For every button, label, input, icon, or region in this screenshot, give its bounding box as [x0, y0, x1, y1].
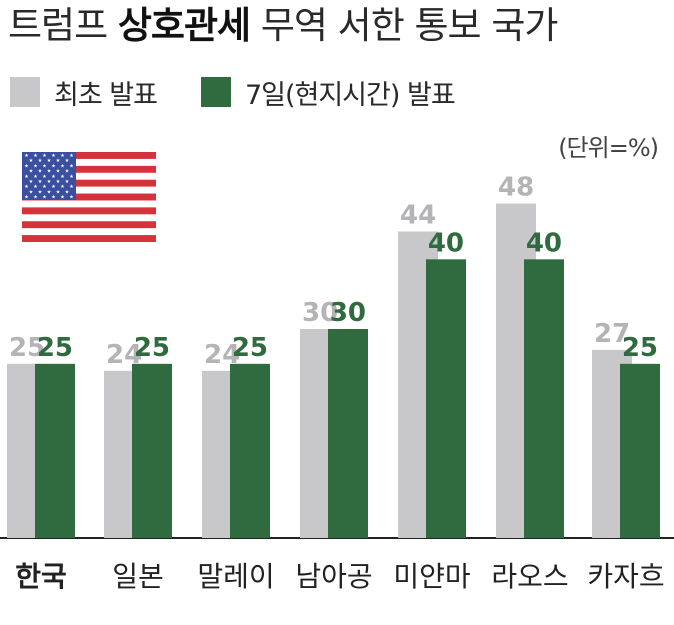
- svg-text:★: ★: [29, 179, 34, 185]
- legend-swatch-revised: [200, 77, 231, 107]
- legend-swatch-initial: [10, 77, 40, 107]
- value-label-initial-4: 44: [400, 200, 436, 230]
- value-label-revised-5: 40: [526, 228, 562, 258]
- us-flag-icon: ★ ★ ★ ★ ★ ★★ ★ ★ ★ ★★ ★ ★ ★ ★ ★★ ★ ★ ★ ★★ ★ ★ ★ ★ ★★ ★ ★ ★ ★★ ★ ★ ★ ★ ★★…: [22, 152, 156, 242]
- svg-text:★: ★: [38, 169, 43, 175]
- category-label-1: 일본: [112, 560, 164, 593]
- svg-text:★: ★: [38, 158, 43, 164]
- svg-text:★: ★: [29, 169, 34, 175]
- svg-text:★: ★: [42, 153, 47, 159]
- svg-text:★: ★: [69, 195, 74, 201]
- svg-text:★: ★: [47, 169, 52, 175]
- svg-text:★: ★: [69, 163, 74, 169]
- svg-text:★: ★: [51, 174, 56, 180]
- bar-revised-3: [328, 329, 368, 538]
- svg-text:★: ★: [65, 189, 70, 195]
- svg-text:★: ★: [51, 153, 56, 159]
- svg-text:★: ★: [51, 184, 56, 190]
- chart-title: 트럼프 상호관세 무역 서한 통보 국가: [8, 2, 559, 50]
- title-suffix: 무역 서한 통보 국가: [250, 4, 559, 47]
- bar-revised-2: [230, 363, 270, 538]
- svg-text:★: ★: [56, 158, 61, 164]
- svg-text:★: ★: [60, 174, 65, 180]
- svg-text:★: ★: [60, 163, 65, 169]
- svg-text:★: ★: [33, 184, 38, 190]
- bar-revised-0: [35, 363, 75, 538]
- svg-text:★: ★: [29, 158, 34, 164]
- svg-text:★: ★: [42, 174, 47, 180]
- category-label-2: 말레이: [197, 560, 274, 593]
- svg-text:★: ★: [56, 169, 61, 175]
- svg-text:★: ★: [56, 179, 61, 185]
- svg-text:★: ★: [47, 179, 52, 185]
- value-label-initial-5: 48: [498, 173, 534, 203]
- legend-label-revised: 7일(현지시간) 발표: [244, 79, 456, 111]
- svg-text:★: ★: [69, 184, 74, 190]
- value-label-initial-6: 27: [594, 319, 630, 349]
- svg-text:★: ★: [65, 158, 70, 164]
- legend-label-initial: 최초 발표: [54, 79, 158, 111]
- bar-revised-6: [620, 363, 660, 538]
- svg-text:★: ★: [33, 195, 38, 201]
- svg-text:★: ★: [47, 189, 52, 195]
- svg-text:★: ★: [24, 153, 29, 159]
- value-label-initial-3: 30: [302, 298, 338, 328]
- svg-text:★: ★: [56, 189, 61, 195]
- legend-item-initial: 최초 발표: [10, 73, 158, 112]
- svg-text:★: ★: [65, 179, 70, 185]
- category-label-3: 남아공: [295, 560, 372, 593]
- svg-text:★: ★: [38, 189, 43, 195]
- svg-text:★: ★: [51, 163, 56, 169]
- unit-label: (단위=%): [558, 134, 659, 162]
- svg-text:★: ★: [24, 174, 29, 180]
- value-label-revised-4: 40: [428, 228, 464, 258]
- category-label-5: 라오스: [491, 560, 568, 593]
- svg-text:★: ★: [65, 169, 70, 175]
- title-emphasis: 상호관세: [117, 4, 251, 47]
- svg-text:★: ★: [42, 163, 47, 169]
- svg-text:★: ★: [60, 153, 65, 159]
- svg-text:★: ★: [33, 163, 38, 169]
- value-label-revised-6: 25: [622, 333, 658, 363]
- svg-text:★: ★: [38, 179, 43, 185]
- value-label-revised-0: 25: [37, 333, 73, 363]
- svg-text:★: ★: [33, 174, 38, 180]
- svg-text:★: ★: [69, 153, 74, 159]
- svg-text:★: ★: [24, 163, 29, 169]
- bar-revised-5: [524, 259, 564, 538]
- svg-text:★: ★: [60, 195, 65, 201]
- svg-text:★: ★: [42, 195, 47, 201]
- svg-text:★: ★: [47, 158, 52, 164]
- title-prefix: 트럼프: [8, 4, 118, 47]
- value-label-revised-3: 30: [330, 298, 366, 328]
- category-label-6: 카자흐: [587, 560, 664, 593]
- value-label-revised-2: 25: [232, 333, 268, 363]
- svg-text:★: ★: [51, 195, 56, 201]
- legend: 최초 발표 7일(현지시간) 발표: [10, 73, 456, 112]
- value-label-initial-0: 25: [9, 333, 45, 363]
- svg-text:★: ★: [69, 174, 74, 180]
- svg-text:★: ★: [24, 184, 29, 190]
- category-label-0: 한국: [15, 560, 67, 593]
- svg-text:★: ★: [29, 189, 34, 195]
- bar-revised-4: [426, 259, 466, 538]
- value-label-revised-1: 25: [134, 333, 170, 363]
- value-label-initial-2: 24: [204, 340, 240, 370]
- legend-item-revised: 7일(현지시간) 발표: [200, 73, 456, 112]
- bar-revised-1: [132, 363, 172, 538]
- svg-text:★: ★: [33, 153, 38, 159]
- svg-text:★: ★: [24, 195, 29, 201]
- svg-text:★: ★: [42, 184, 47, 190]
- value-label-initial-1: 24: [106, 340, 142, 370]
- category-label-4: 미얀마: [393, 560, 470, 593]
- svg-text:★: ★: [60, 184, 65, 190]
